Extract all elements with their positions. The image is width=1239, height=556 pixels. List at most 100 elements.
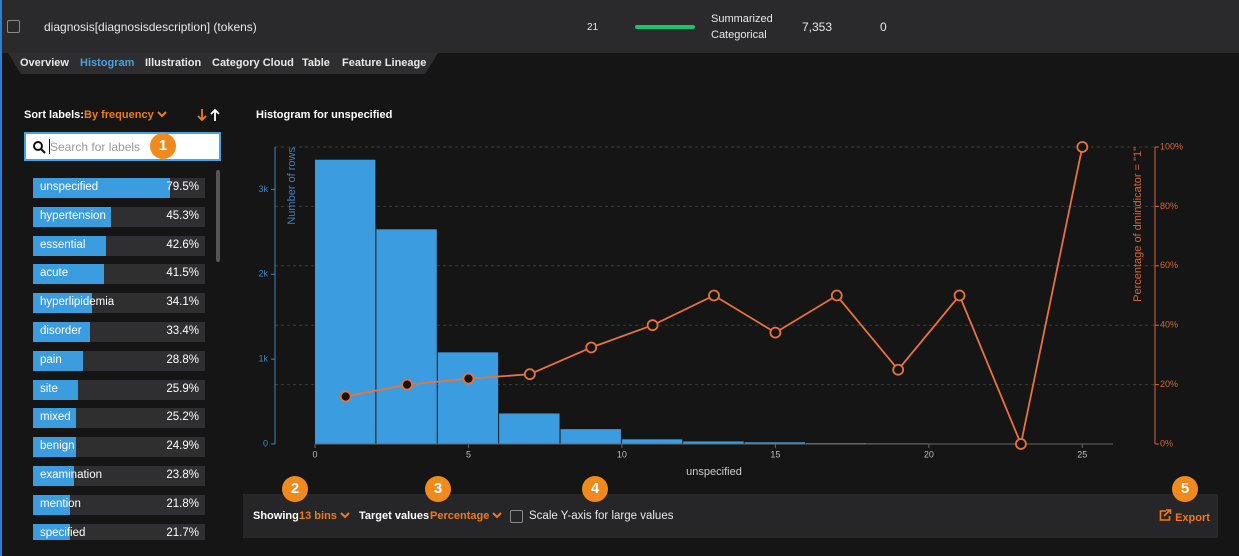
label-bar bbox=[33, 350, 83, 371]
y2-tick-label: 80% bbox=[1160, 201, 1178, 211]
row-checkbox[interactable] bbox=[7, 20, 20, 33]
sort-label: Sort labels: bbox=[24, 109, 84, 121]
label-item[interactable]: mention 21.8% bbox=[33, 494, 205, 515]
label-bar bbox=[33, 322, 91, 342]
histogram-bar bbox=[315, 159, 376, 444]
label-name: unspecified bbox=[40, 181, 99, 193]
label-item[interactable]: disorder 33.4% bbox=[33, 322, 205, 342]
target-point bbox=[523, 368, 536, 381]
search-placeholder: Search for labels bbox=[50, 140, 141, 154]
label-name: specified bbox=[40, 526, 86, 539]
label-item[interactable]: hypertension 45.3% bbox=[33, 206, 205, 227]
histogram-bar bbox=[744, 442, 806, 444]
label-item[interactable]: specified 21.7% bbox=[33, 523, 205, 540]
feature-row: diagnosis[diagnosisdescription] (tokens)… bbox=[0, 0, 1239, 53]
export-button[interactable]: Export bbox=[1159, 509, 1210, 524]
label-item[interactable]: site 25.9% bbox=[33, 379, 205, 400]
chart-title: Histogram for unspecified bbox=[256, 109, 392, 121]
tab[interactable]: Category Cloud bbox=[212, 57, 294, 69]
label-list: unspecified 79.5% hypertension 45.3% essenti… bbox=[0, 170, 230, 540]
label-item[interactable]: hyperlipidemia 34.1% bbox=[33, 293, 205, 314]
y-tick-label: 1k bbox=[258, 354, 268, 364]
histogram-bar bbox=[867, 443, 928, 444]
label-value: 25.9% bbox=[166, 382, 199, 395]
label-bar bbox=[33, 293, 92, 314]
missing-count: 0 bbox=[880, 20, 887, 34]
feature-name: diagnosis[diagnosisdescription] (tokens) bbox=[44, 20, 257, 34]
tabs-bar bbox=[8, 53, 438, 74]
showing-label: Showing bbox=[253, 510, 299, 522]
label-bar bbox=[33, 379, 78, 400]
target-point bbox=[462, 372, 475, 385]
bins-value: 13 bins bbox=[299, 510, 337, 522]
search-icon bbox=[33, 141, 46, 154]
label-value: 45.3% bbox=[166, 209, 199, 222]
x-tick-label: 0 bbox=[312, 449, 317, 459]
label-item[interactable]: examination 23.8% bbox=[33, 466, 205, 486]
label-value: 33.4% bbox=[166, 325, 199, 337]
scrollbar bbox=[216, 170, 220, 262]
x-tick-label: 10 bbox=[617, 449, 627, 459]
label-bar bbox=[33, 235, 107, 256]
feature-type: Summarized Categorical bbox=[711, 13, 773, 41]
y2-tick-label: 40% bbox=[1160, 320, 1178, 330]
label-bar bbox=[33, 437, 76, 458]
callout-badge: 2 bbox=[282, 476, 308, 502]
target-point bbox=[1076, 141, 1089, 153]
y-tick-label: 3k bbox=[258, 184, 268, 194]
chevron bbox=[157, 111, 167, 118]
histogram-bar bbox=[621, 439, 683, 444]
label-bar bbox=[33, 466, 74, 486]
export-label: Export bbox=[1175, 512, 1210, 524]
y2-tick-label: 60% bbox=[1160, 260, 1178, 270]
label-name: mention bbox=[40, 497, 81, 510]
label-item[interactable]: unspecified 79.5% bbox=[33, 178, 205, 198]
label-name: hyperlipidemia bbox=[40, 296, 115, 309]
feature-count: 21 bbox=[587, 22, 599, 33]
label-value: 21.7% bbox=[166, 526, 199, 539]
y2-tick-label: 0% bbox=[1160, 438, 1173, 448]
sort-direction[interactable] bbox=[196, 108, 222, 122]
tab[interactable]: Table bbox=[302, 57, 330, 69]
tab[interactable]: Overview bbox=[20, 57, 69, 69]
unique-count: 7,353 bbox=[802, 20, 833, 34]
label-value: 25.2% bbox=[166, 411, 199, 424]
label-item[interactable]: acute 41.5% bbox=[33, 264, 205, 285]
y2-tick-label: 100% bbox=[1160, 141, 1183, 151]
target-point bbox=[1015, 438, 1027, 450]
caret bbox=[49, 139, 50, 154]
tab[interactable]: Feature Lineage bbox=[342, 57, 427, 69]
histogram-bar bbox=[560, 429, 621, 444]
label-bar bbox=[33, 178, 170, 198]
tab[interactable]: Illustration bbox=[145, 57, 202, 69]
sort-dropdown[interactable]: By frequency bbox=[84, 109, 167, 121]
histogram-bar bbox=[437, 352, 499, 444]
label-item[interactable]: mixed 25.2% bbox=[33, 408, 205, 429]
histogram-bar bbox=[928, 443, 990, 444]
target-label: Target values bbox=[359, 510, 430, 522]
label-name: benign bbox=[40, 440, 75, 453]
label-item[interactable]: pain 28.8% bbox=[33, 350, 205, 371]
x-tick-label: 15 bbox=[770, 449, 780, 459]
target-dropdown[interactable]: Percentage bbox=[430, 510, 503, 522]
sort-value: By frequency bbox=[84, 109, 154, 121]
label-value: 23.8% bbox=[166, 469, 199, 481]
bins-dropdown[interactable]: 13 bins bbox=[299, 510, 350, 522]
target-value: Percentage bbox=[430, 510, 490, 522]
label-value: 42.6% bbox=[166, 238, 199, 251]
controls-panel: Showing 13 bins Target values Percentage… bbox=[243, 494, 1218, 538]
scale-checkbox[interactable] bbox=[510, 510, 523, 523]
histogram-bar bbox=[376, 229, 437, 444]
target-point bbox=[585, 341, 598, 354]
label-item[interactable]: essential 42.6% bbox=[33, 235, 205, 256]
label-name: acute bbox=[40, 267, 69, 280]
label-name: mixed bbox=[40, 411, 71, 424]
tab[interactable]: Histogram bbox=[80, 57, 135, 69]
search-box[interactable]: Search for labels bbox=[24, 132, 221, 161]
callout-badge: 3 bbox=[425, 476, 451, 502]
histogram-bar bbox=[806, 443, 867, 444]
target-point bbox=[401, 378, 413, 391]
label-item[interactable]: benign 24.9% bbox=[33, 437, 205, 458]
label-name: examination bbox=[40, 469, 103, 481]
